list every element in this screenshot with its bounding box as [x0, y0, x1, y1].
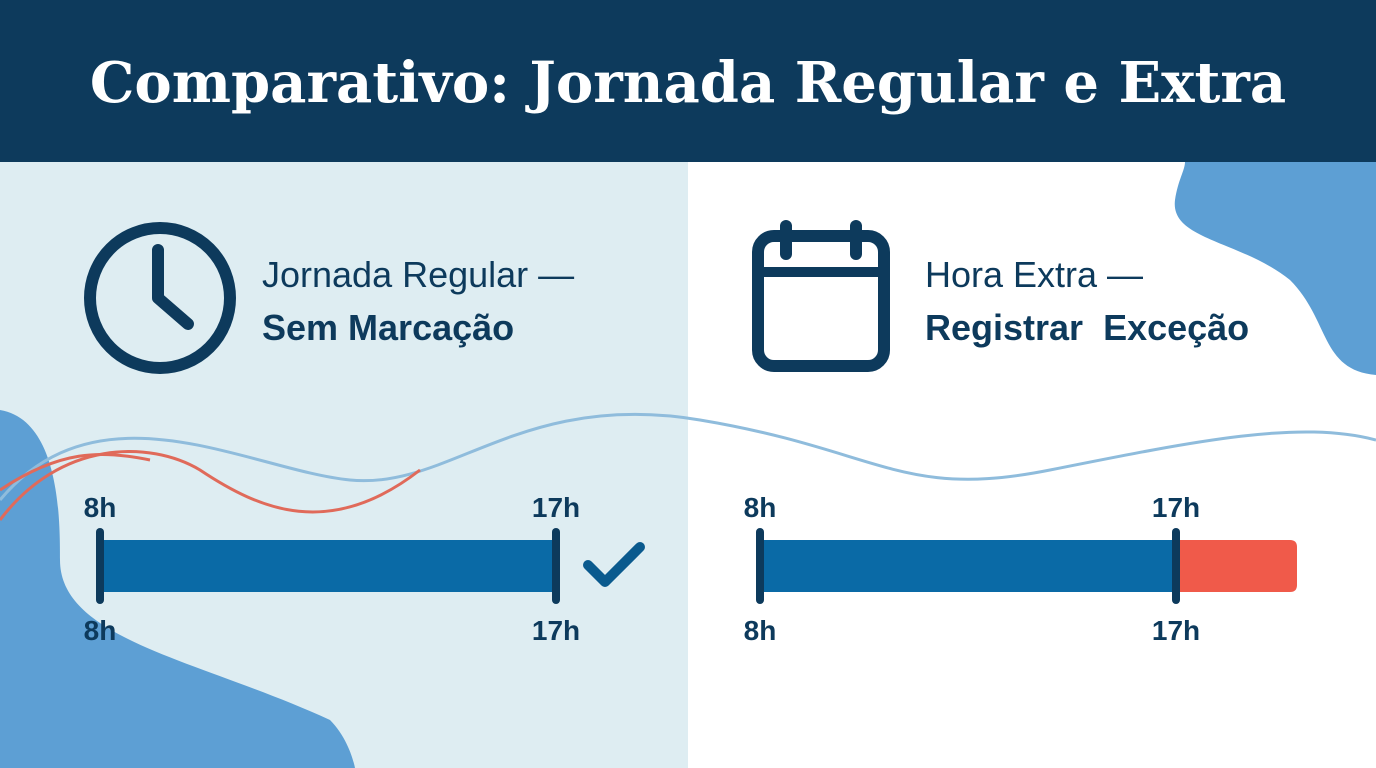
wave [0, 452, 151, 492]
wave [0, 450, 421, 521]
right-panel [688, 162, 1376, 768]
subheading: Sem Marcação [262, 307, 514, 348]
time-label: 17h [1152, 615, 1200, 646]
heading: Hora Extra — [925, 254, 1143, 295]
overtime-bar [1176, 540, 1297, 592]
clock-hands [152, 244, 194, 330]
blob [1174, 162, 1376, 375]
calendar-icon [752, 230, 890, 372]
time-label: 8h [744, 492, 777, 523]
time-label: 17h [532, 492, 580, 523]
clock-icon [84, 222, 236, 374]
blob [0, 410, 355, 768]
heading: Jornada Regular — [262, 254, 574, 295]
subheading: Registrar Exceção [925, 307, 1249, 348]
time-bar [760, 540, 1176, 592]
time-label: 8h [744, 615, 777, 646]
wave [0, 412, 1376, 501]
check-icon [583, 542, 645, 587]
time-label: 17h [1152, 492, 1200, 523]
title: Comparativo: Jornada Regular e Extra [90, 50, 1286, 116]
time-label: 8h [84, 492, 117, 523]
time-label: 17h [532, 615, 580, 646]
time-bar [100, 540, 556, 592]
header [0, 0, 1376, 162]
time-label: 8h [84, 615, 117, 646]
